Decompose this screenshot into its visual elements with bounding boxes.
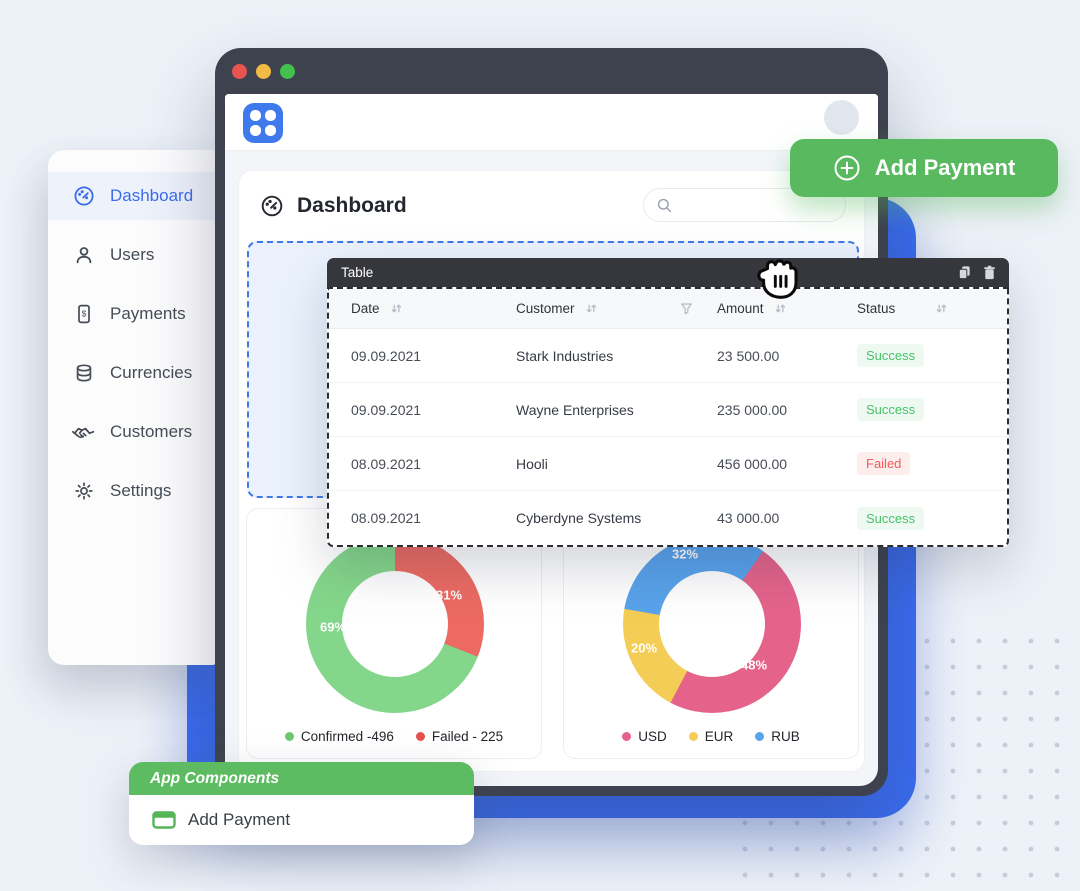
legend-dot [688,732,698,741]
sidebar-item-label: Dashboard [110,186,194,205]
filter-icon[interactable] [680,302,693,315]
duplicate-icon[interactable] [957,265,972,280]
legend-dot [755,732,765,741]
sidebar-item-label: Users [110,245,155,264]
legend-dot [415,732,425,741]
page-title: Dashboard [297,194,407,217]
gear-icon [75,482,93,500]
table-row[interactable]: 08.09.2021 Hooli 456 000.00 Failed [329,437,1007,491]
sidebar-item-currencies[interactable]: Currencies [48,349,218,397]
plus-circle-icon [834,155,860,181]
minimize-window-button[interactable] [256,63,271,79]
status-badge: Failed [857,452,911,475]
table-row[interactable]: 09.09.2021 Wayne Enterprises 235 000.00 … [329,383,1007,437]
table-body: Date Customer Amount Status 0 [327,287,1009,547]
legend-dot [622,732,632,741]
column-header[interactable]: Customer [516,301,575,316]
slice-label: 32% [671,546,699,562]
sort-icon[interactable] [774,302,787,315]
gauge-icon [261,195,283,217]
chart-card-status: 31% 69% Confirmed -496 Failed - 225 [246,508,542,759]
grab-cursor-icon [757,259,798,299]
sidebar-item-payments[interactable]: $ Payments [48,290,218,338]
sidebar-item-label: Customers [110,422,193,441]
invoice-icon: $ [78,304,90,324]
sidebar: Dashboard Users $ Payments Currencies [48,150,218,665]
legend-item: Confirmed -496 [284,729,394,744]
avatar[interactable] [824,100,859,135]
legend-item: Failed - 225 [415,729,503,744]
chart-legend: Confirmed -496 Failed - 225 [247,729,541,744]
component-title: Table [341,265,374,280]
table-row[interactable]: 09.09.2021 Stark Industries 23 500.00 Su… [329,329,1007,383]
sidebar-item-label: Settings [110,481,172,500]
trash-icon[interactable] [982,265,997,280]
status-badge: Success [857,506,925,530]
sort-icon[interactable] [935,302,948,315]
slice-label: 31% [435,587,463,603]
slice-label: 69% [319,619,347,635]
window-titlebar [215,48,888,94]
column-header[interactable]: Date [351,301,380,316]
app-components-header: App Components [129,762,474,795]
sidebar-item-dashboard[interactable]: Dashboard [48,172,218,220]
sort-icon[interactable] [585,302,598,315]
legend-item: RUB [755,729,800,744]
sidebar-item-label: Currencies [110,363,193,382]
maximize-window-button[interactable] [280,63,295,79]
column-header[interactable]: Amount [717,301,764,316]
table-component[interactable]: Table Date Customer Am [327,258,1009,547]
search-input[interactable] [681,197,821,213]
column-header[interactable]: Status [857,301,896,316]
app-components-panel: App Components Add Payment [129,762,474,845]
app-topbar [225,94,878,150]
palette-item-add-payment[interactable]: Add Payment [129,795,474,845]
legend-item: EUR [688,729,733,744]
svg-text:$: $ [82,309,87,319]
coins-icon [76,364,92,382]
table-component-header[interactable]: Table [327,258,1009,287]
payment-card-icon [152,811,176,829]
handshake-icon [72,427,95,439]
sidebar-item-label: Payments [110,304,186,323]
chart-card-currency: 32% 20% 48% USD EUR [563,508,859,759]
status-badge: Success [857,344,925,367]
slice-label: 48% [740,657,768,673]
sort-icon[interactable] [390,302,403,315]
add-payment-button[interactable]: Add Payment [790,139,1058,197]
gauge-icon [74,186,94,206]
app-logo-icon[interactable] [243,103,283,143]
user-icon [76,247,92,264]
sidebar-item-customers[interactable]: Customers [48,408,218,456]
sidebar-item-users[interactable]: Users [48,231,218,279]
table-row[interactable]: 08.09.2021 Cyberdyne Systems 43 000.00 S… [329,491,1007,545]
donut-chart-status[interactable]: 31% 69% [306,535,484,713]
close-window-button[interactable] [232,63,247,79]
status-badge: Success [857,398,925,421]
search-icon [657,198,672,212]
table-header-row: Date Customer Amount Status [329,289,1007,329]
chart-legend: USD EUR RUB [564,729,858,744]
legend-item: USD [622,729,667,744]
legend-dot [284,732,294,741]
donut-chart-currency[interactable]: 32% 20% 48% [623,535,801,713]
slice-label: 20% [630,640,658,656]
sidebar-item-settings[interactable]: Settings [48,467,218,515]
